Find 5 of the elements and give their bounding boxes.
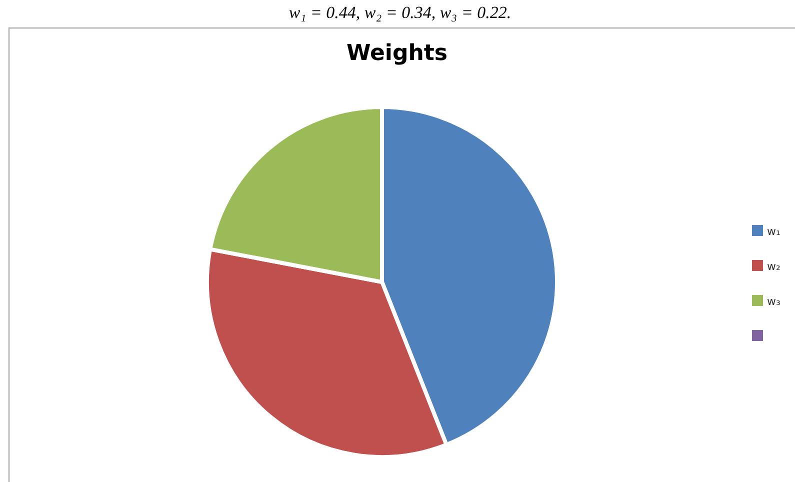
legend-label: w₃	[767, 295, 780, 308]
legend-label: w₁	[767, 225, 780, 238]
legend-label: w₂	[767, 260, 780, 273]
chart-title: Weights	[346, 41, 448, 66]
text: w₁ = 0.44, w₂ = 0.34, w₃ = 0.22.	[288, 3, 512, 22]
